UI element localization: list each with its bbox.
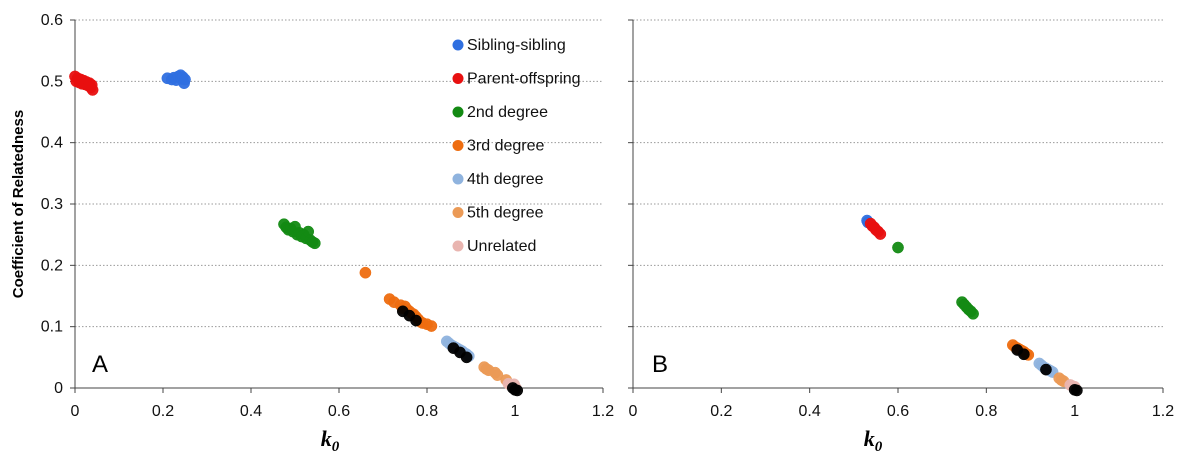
- x-tick-label: 0.6: [328, 403, 350, 420]
- x-axis-label-sub-a: 0: [332, 439, 340, 453]
- series-unlabeled-black: [1011, 344, 1083, 397]
- y-tick-label: 0.1: [41, 319, 63, 336]
- data-point: [892, 241, 904, 254]
- y-tick-label: 0.4: [41, 135, 63, 152]
- legend-marker: [452, 173, 464, 185]
- y-tick-label: 0.3: [41, 196, 63, 213]
- data-point: [967, 307, 979, 320]
- x-axis-label-b: k0: [864, 426, 883, 453]
- y-axis-label: Coefficient of Relatedness: [10, 110, 27, 298]
- legend-item: Unrelated: [452, 238, 536, 255]
- x-tick-label: 0.6: [887, 403, 909, 420]
- legend-label: 5th degree: [467, 205, 544, 222]
- legend-marker: [452, 39, 464, 51]
- points-a: [69, 69, 524, 397]
- data-point: [410, 314, 422, 327]
- legend-marker: [452, 207, 464, 218]
- legend-marker: [452, 140, 464, 151]
- x-axis-label-main-b: k: [864, 426, 875, 451]
- legend-marker: [452, 106, 464, 118]
- data-point: [179, 73, 191, 86]
- x-tick-label: 0.4: [799, 403, 821, 420]
- x-tick-label: 1: [1070, 403, 1079, 420]
- data-point: [511, 384, 524, 397]
- x-ticks-a: 0 0.2 0.4 0.6 0.8 1 1.2: [71, 388, 614, 420]
- points-b: [861, 214, 1083, 397]
- legend-item: Sibling-sibling: [452, 37, 566, 54]
- series-unlabeled-black: [396, 305, 524, 397]
- y-tick-label: 0.5: [41, 73, 63, 90]
- series-parent-offspring: [69, 70, 99, 96]
- series-sibling-sibling: [161, 69, 191, 90]
- data-point: [1040, 363, 1052, 376]
- data-point: [425, 320, 438, 332]
- data-point: [874, 228, 887, 240]
- x-tick-label: 0: [629, 403, 638, 420]
- legend-marker: [452, 240, 464, 252]
- panel-a: 0 0.1 0.2 0.3 0.4 0.5 0.6 0 0.2 0.4 0.6 0.8 1 1.2 Co…: [10, 12, 614, 453]
- x-axis-label-sub-b: 0: [875, 439, 883, 453]
- x-tick-label: 1.2: [592, 403, 614, 420]
- panel-b: 0 0.2 0.4 0.6 0.8 1 1.2 k0 B: [628, 19, 1174, 453]
- legend-label: 4th degree: [467, 171, 544, 188]
- series-parent-offspring: [864, 217, 887, 240]
- x-ticks-b: 0 0.2 0.4 0.6 0.8 1 1.2: [629, 388, 1174, 420]
- legend-label: Sibling-sibling: [467, 37, 566, 54]
- x-tick-label: 1.2: [1152, 403, 1174, 420]
- data-point: [460, 351, 473, 364]
- series-3rd-degree: [359, 266, 438, 332]
- grid-a: [75, 19, 603, 328]
- x-tick-label: 0.2: [710, 403, 732, 420]
- x-tick-label: 0.2: [152, 403, 174, 420]
- data-point: [1018, 348, 1030, 361]
- data-point: [308, 237, 321, 250]
- legend-label: Parent-offspring: [467, 71, 581, 88]
- legend-marker: [452, 73, 464, 84]
- legend-item: 3rd degree: [452, 138, 544, 155]
- data-point: [85, 79, 98, 91]
- y-tick-label: 0.6: [41, 12, 63, 29]
- legend-item: 4th degree: [452, 171, 544, 188]
- legend-item: 2nd degree: [452, 104, 548, 121]
- series-2nd-degree: [892, 241, 979, 320]
- x-axis-label-a: k0: [321, 426, 340, 453]
- x-tick-label: 0.8: [975, 403, 997, 420]
- legend-item: Parent-offspring: [452, 71, 581, 88]
- legend-item: 5th degree: [452, 205, 544, 222]
- legend-label: 2nd degree: [467, 104, 548, 121]
- y-ticks-a: 0 0.1 0.2 0.3 0.4 0.5 0.6: [41, 12, 75, 397]
- data-point: [359, 266, 372, 279]
- grid-b: [633, 19, 1163, 328]
- panel-label-a: A: [92, 351, 108, 378]
- legend-label: Unrelated: [467, 238, 536, 255]
- x-tick-label: 0.8: [416, 403, 438, 420]
- x-tick-label: 1: [511, 403, 520, 420]
- panel-label-b: B: [652, 351, 668, 378]
- data-point: [1071, 384, 1083, 397]
- x-tick-label: 0.4: [240, 403, 262, 420]
- x-tick-label: 0: [71, 403, 80, 420]
- y-tick-label: 0.2: [41, 257, 63, 274]
- x-axis-label-main-a: k: [321, 426, 332, 451]
- data-point: [491, 369, 504, 381]
- series-2nd-degree: [278, 218, 321, 250]
- legend-label: 3rd degree: [467, 138, 544, 155]
- y-ticks-b: [628, 19, 633, 389]
- series-5th-degree: [478, 361, 513, 386]
- legend: Sibling-sibling Parent-offspring 2nd degre…: [452, 37, 581, 255]
- y-tick-label: 0: [54, 380, 63, 397]
